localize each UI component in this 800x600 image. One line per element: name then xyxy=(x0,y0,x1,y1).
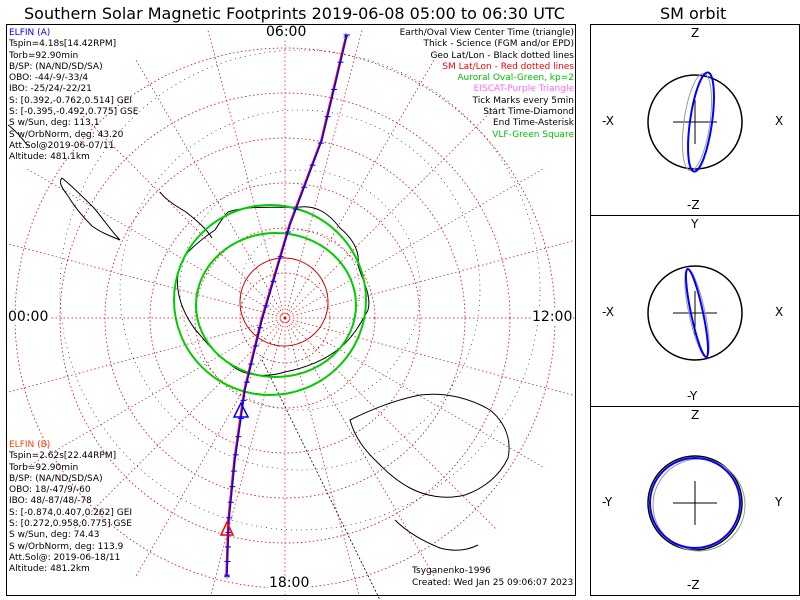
info-line: B/SP: (NA/ND/SD/SA) xyxy=(9,61,103,72)
legend-entry: Geo Lat/Lon - Black dotted lines xyxy=(430,50,574,61)
earth-circle xyxy=(647,455,743,551)
legend-entry: VLF-Green Square xyxy=(492,129,574,140)
elfin-a-name: ELFIN (A) xyxy=(9,28,51,38)
auroral-oval-inner xyxy=(195,232,357,378)
elfin-b-center-triangle xyxy=(219,520,235,536)
sm-lon-line xyxy=(134,317,286,578)
legend: Earth/Oval View Center Time (triangle) Th… xyxy=(400,28,574,141)
sm-lon-line xyxy=(7,317,286,393)
legend-entry: Thick - Science (FGM and/or EPD) xyxy=(423,39,574,50)
info-line: OBO: -44/-9/-33/4 xyxy=(9,73,89,84)
info-line: B/SP: (NA/ND/SD/SA) xyxy=(9,473,103,484)
created-label: Created: Wed Jan 25 09:06:07 2023 xyxy=(412,578,574,588)
info-line: Att.Sol@: 2019-06-18/11 xyxy=(9,552,121,563)
geo-lat-circle xyxy=(179,169,421,411)
info-line: S: [0.272,0.958,0.775] GSE xyxy=(9,519,132,530)
legend-entry: Start Time-Diamond xyxy=(483,107,574,118)
sm-lat-circle xyxy=(149,182,421,454)
clock-label-top: 06:00 xyxy=(265,24,308,40)
sm-lon-line xyxy=(284,240,575,319)
sm-lon-line xyxy=(210,317,286,595)
info-line: S w/OrbNorm, deg: 43.20 xyxy=(9,129,124,140)
orbit-axis-label-right: X xyxy=(775,114,784,128)
orbit-axis-label-top: Y xyxy=(691,217,699,231)
elfin-a-track xyxy=(226,34,348,577)
orbit-axis-label-top: Z xyxy=(691,408,700,422)
info-line: S w/Sun, deg: 74.43 xyxy=(9,530,100,541)
sm-lon-line xyxy=(284,167,545,319)
orbit-a-path xyxy=(684,267,710,359)
info-line: Torb=92.90min xyxy=(9,50,79,61)
model-label: Tsyganenko-1996 xyxy=(412,566,491,576)
sm-lon-line xyxy=(207,28,286,319)
orbit-axis-label-top: Z xyxy=(691,26,700,40)
pole-circle xyxy=(239,257,329,347)
orbit-title: SM orbit xyxy=(660,4,727,23)
info-line: S: [-0.874,0.407,0.262] GEI xyxy=(9,507,133,518)
auroral-oval-outer xyxy=(173,204,367,396)
sm-lat-circle xyxy=(194,227,376,409)
elfin-a-end-asterisk: * xyxy=(343,31,349,45)
info-line: IBO: 48/-87/48/-78 xyxy=(9,496,92,507)
main-title: Southern Solar Magnetic Footprints 2019-… xyxy=(24,4,565,23)
elfin-b-info: ELFIN (B) Tspin=2.62s[22.44RPM] Torb=92.9… xyxy=(9,440,132,576)
africa-coastline xyxy=(7,124,29,147)
sm-lon-line xyxy=(7,243,286,319)
geo-lon-line xyxy=(261,359,381,600)
sm-lon-line xyxy=(284,317,360,595)
info-line: OBO: 18/-47/9/-60 xyxy=(9,485,91,496)
sm-lon-line xyxy=(284,317,575,396)
orbit-a-path xyxy=(687,71,715,173)
legend-entry: Tick Marks every 5min xyxy=(472,95,574,106)
orbit-axis-label-bottom: -Z xyxy=(687,198,700,212)
orbit-axis-label-right: Y xyxy=(775,495,783,509)
legend-entry: EISCAT-Purple Triangle xyxy=(473,84,574,95)
orbit-axis-label-left: -Y xyxy=(602,495,613,509)
new-zealand-coastline xyxy=(394,519,479,551)
info-line: S: [0.392,-0.762,0.514] GEI xyxy=(9,95,133,106)
info-line: Altitude: 481.2km xyxy=(9,564,90,575)
geo-lat-circle xyxy=(119,109,481,471)
clock-label-right: 12:00 xyxy=(531,309,574,325)
earth-circle xyxy=(647,265,743,361)
elfin-a-info: ELFIN (A) Tspin=4.18s[14.42RPM] Torb=92.9… xyxy=(9,28,138,164)
legend-entry: Auroral Oval-Green, kp=2 xyxy=(457,73,574,84)
info-line: Torb=92.90min xyxy=(9,462,79,473)
info-line: IBO: -25/24/-22/21 xyxy=(9,84,92,95)
geo-lat-circle xyxy=(59,49,541,531)
australia-coastline xyxy=(349,393,510,498)
orbit-axis-label-bottom: -Y xyxy=(687,389,698,403)
info-line: S w/Sun, deg: 113.1 xyxy=(9,118,100,129)
orbit-axis-label-bottom: -Z xyxy=(687,578,700,592)
info-line: S w/OrbNorm, deg: 113.9 xyxy=(9,541,124,552)
info-line: Tspin=2.62s[22.44RPM] xyxy=(9,451,117,462)
sm-lon-line xyxy=(284,28,363,319)
orbit-axis-label-left: -X xyxy=(602,114,614,128)
orbit-a-path xyxy=(649,457,741,549)
sm-lon-line xyxy=(284,317,545,469)
south-america-coastline xyxy=(59,177,121,241)
info-line: Tspin=4.18s[14.42RPM] xyxy=(9,39,117,50)
geo-lat-circle xyxy=(239,229,361,351)
info-line: Altitude: 481.1km xyxy=(9,152,90,163)
orbit-axis-label-left: -X xyxy=(602,305,614,319)
sm-lon-line xyxy=(284,317,498,531)
legend-entry: Earth/Oval View Center Time (triangle) xyxy=(399,28,574,38)
elfin-a-center-triangle xyxy=(232,401,250,418)
clock-label-left: 00:00 xyxy=(7,309,50,325)
info-line: Att.Sol@2019-06-07/11 xyxy=(9,140,115,151)
legend-entry: SM Lat/Lon - Red dotted lines xyxy=(442,61,574,72)
elfin-a-start-asterisk: * xyxy=(224,571,230,585)
elfin-b-name: ELFIN (B) xyxy=(9,440,51,450)
elfin-b-track xyxy=(225,34,347,577)
orbit-axis-label-right: X xyxy=(775,305,784,319)
legend-entry: End Time-Asterisk xyxy=(492,118,574,129)
clock-label-bottom: 18:00 xyxy=(268,575,311,591)
sm-lon-line xyxy=(284,317,436,578)
sm-lon-line xyxy=(134,58,286,319)
info-line: S: [-0.395,-0.492,0.775] GSE xyxy=(9,107,139,118)
map-panel xyxy=(6,24,576,596)
